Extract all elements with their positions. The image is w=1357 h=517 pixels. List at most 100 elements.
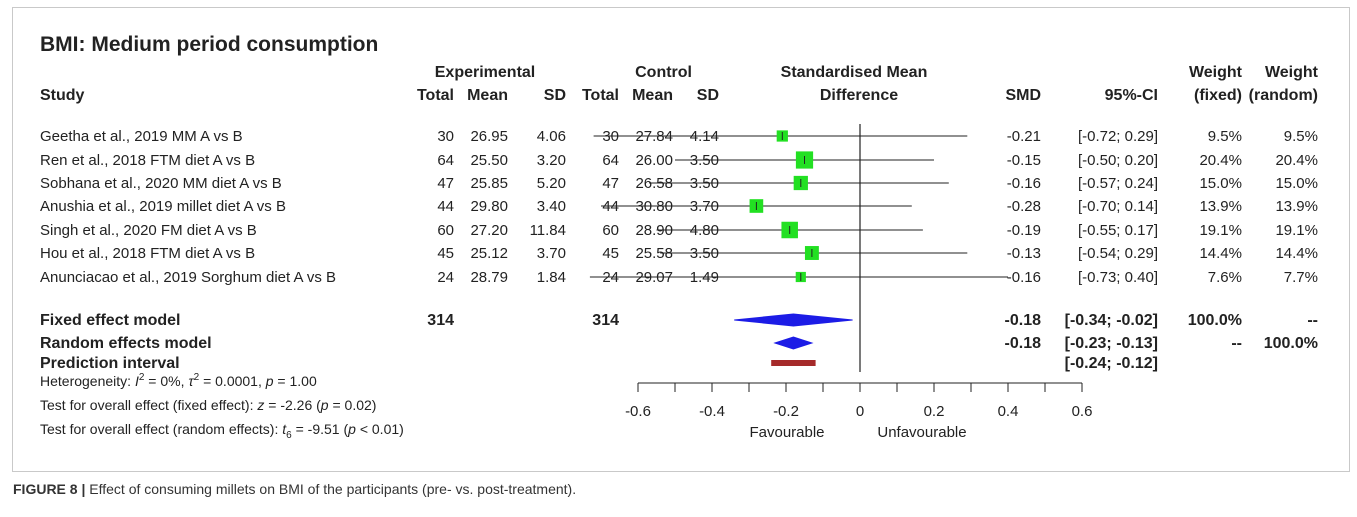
weight-fixed: 7.6% (1208, 269, 1242, 286)
x-tick-label: -0.6 (625, 403, 651, 420)
ci-value: [-0.50; 0.20] (1078, 152, 1158, 169)
summary-ctrl-total: 314 (592, 312, 619, 329)
summary-smd-value: -0.18 (1005, 312, 1042, 329)
header-e-sd: SD (544, 87, 566, 104)
weight-fixed: 20.4% (1199, 152, 1242, 169)
summary-ci-value: [-0.24; -0.12] (1065, 355, 1158, 372)
exp-sd: 1.84 (537, 269, 566, 286)
header-weight-fixed: Weight (1189, 64, 1243, 81)
ctrl-mean: 26.00 (635, 152, 673, 169)
exp-mean: 28.79 (470, 269, 508, 286)
header-random: (random) (1249, 87, 1318, 104)
summary-weight-fixed: 100.0% (1188, 312, 1242, 329)
exp-total: 60 (437, 222, 454, 239)
exp-sd: 3.70 (537, 245, 566, 262)
smd-value: -0.19 (1007, 222, 1041, 239)
exp-total: 30 (437, 128, 454, 145)
header-study: Study (40, 87, 85, 104)
summary-weight-random: -- (1307, 312, 1318, 329)
study-name: Anushia et al., 2019 millet diet A vs B (40, 198, 286, 215)
weight-fixed: 15.0% (1199, 175, 1242, 192)
study-name: Hou et al., 2018 FTM diet A vs B (40, 245, 255, 262)
x-tick-label: -0.2 (773, 403, 799, 420)
summary-diamond (773, 336, 814, 350)
ci-value: [-0.72; 0.29] (1078, 128, 1158, 145)
plot-marks (589, 124, 1008, 372)
random-effects-test-text: Test for overall effect (random effects)… (40, 421, 404, 441)
weight-fixed: 9.5% (1208, 128, 1242, 145)
header-c-total: Total (582, 87, 619, 104)
exp-total: 45 (437, 245, 454, 262)
header-smd: SMD (1005, 87, 1041, 104)
x-axis: -0.6 -0.4 -0.2 0 0.2 0.4 0.6 (625, 382, 1093, 420)
summary-weight-fixed: -- (1231, 335, 1242, 352)
exp-total: 64 (437, 152, 454, 169)
exp-mean: 27.20 (470, 222, 508, 239)
weight-random: 9.5% (1284, 128, 1318, 145)
summary-name: Random effects model (40, 335, 212, 352)
exp-mean: 25.50 (470, 152, 508, 169)
ctrl-mean: 28.90 (635, 222, 673, 239)
study-name: Sobhana et al., 2020 MM diet A vs B (40, 175, 282, 192)
figure-caption: FIGURE 8 | Effect of consuming millets o… (13, 481, 1343, 497)
ci-value: [-0.70; 0.14] (1078, 198, 1158, 215)
smd-value: -0.16 (1007, 175, 1041, 192)
figure-frame (12, 7, 1350, 472)
header-e-total: Total (417, 87, 454, 104)
x-tick-label: 0 (856, 403, 864, 420)
summary-ci-value: [-0.23; -0.13] (1065, 335, 1158, 352)
ctrl-total: 64 (602, 152, 619, 169)
weight-random: 20.4% (1275, 152, 1318, 169)
exp-sd: 5.20 (537, 175, 566, 192)
exp-mean: 29.80 (470, 198, 508, 215)
smd-value: -0.21 (1007, 128, 1041, 145)
favourable-label: Favourable (749, 424, 824, 441)
weight-random: 7.7% (1284, 269, 1318, 286)
summary-weight-random: 100.0% (1264, 335, 1318, 352)
ci-value: [-0.57; 0.24] (1078, 175, 1158, 192)
table-rows: Geetha et al., 2019 MM A vs B 30 26.95 4.06… (40, 128, 1318, 372)
exp-mean: 26.95 (470, 128, 508, 145)
smd-value: -0.15 (1007, 152, 1041, 169)
study-name: Ren et al., 2018 FTM diet A vs B (40, 152, 255, 169)
prediction-interval-bar (771, 360, 816, 366)
exp-sd: 4.06 (537, 128, 566, 145)
header-weight-random: Weight (1265, 64, 1319, 81)
summary-ci-value: [-0.34; -0.02] (1065, 312, 1158, 329)
unfavourable-label: Unfavourable (877, 424, 966, 441)
ci-value: [-0.73; 0.40] (1078, 269, 1158, 286)
fixed-effect-test-text: Test for overall effect (fixed effect): … (40, 397, 376, 413)
smd-value: -0.13 (1007, 245, 1041, 262)
weight-random: 13.9% (1275, 198, 1318, 215)
weight-fixed: 19.1% (1199, 222, 1242, 239)
study-name: Geetha et al., 2019 MM A vs B (40, 128, 243, 145)
weight-fixed: 13.9% (1199, 198, 1242, 215)
heterogeneity-text: Heterogeneity: I2 = 0%, τ2 = 0.0001, p =… (40, 372, 317, 389)
header-smd-line1: Standardised Mean (781, 64, 928, 81)
header-experimental: Experimental (435, 64, 535, 81)
caption-label: FIGURE 8 | (13, 481, 90, 497)
ctrl-mean: 25.58 (635, 245, 673, 262)
header-smd-line2: Difference (820, 87, 898, 104)
smd-value: -0.16 (1007, 269, 1041, 286)
header-c-mean: Mean (632, 87, 673, 104)
study-name: Singh et al., 2020 FM diet A vs B (40, 222, 257, 239)
exp-sd: 11.84 (530, 222, 566, 239)
forest-plot: BMI: Medium period consumption Experimen… (40, 33, 1319, 441)
exp-sd: 3.40 (537, 198, 566, 215)
exp-total: 44 (437, 198, 454, 215)
ci-value: [-0.55; 0.17] (1078, 222, 1158, 239)
exp-total: 24 (437, 269, 454, 286)
x-tick-label: 0.2 (924, 403, 945, 420)
exp-mean: 25.12 (470, 245, 508, 262)
summary-exp-total: 314 (427, 312, 454, 329)
exp-mean: 25.85 (470, 175, 508, 192)
x-tick-label: 0.6 (1072, 403, 1093, 420)
x-tick-label: -0.4 (699, 403, 725, 420)
exp-sd: 3.20 (537, 152, 566, 169)
ctrl-total: 47 (602, 175, 619, 192)
summary-smd-value: -0.18 (1005, 335, 1042, 352)
summary-name: Fixed effect model (40, 312, 180, 329)
ctrl-total: 45 (602, 245, 619, 262)
summary-name: Prediction interval (40, 355, 180, 372)
